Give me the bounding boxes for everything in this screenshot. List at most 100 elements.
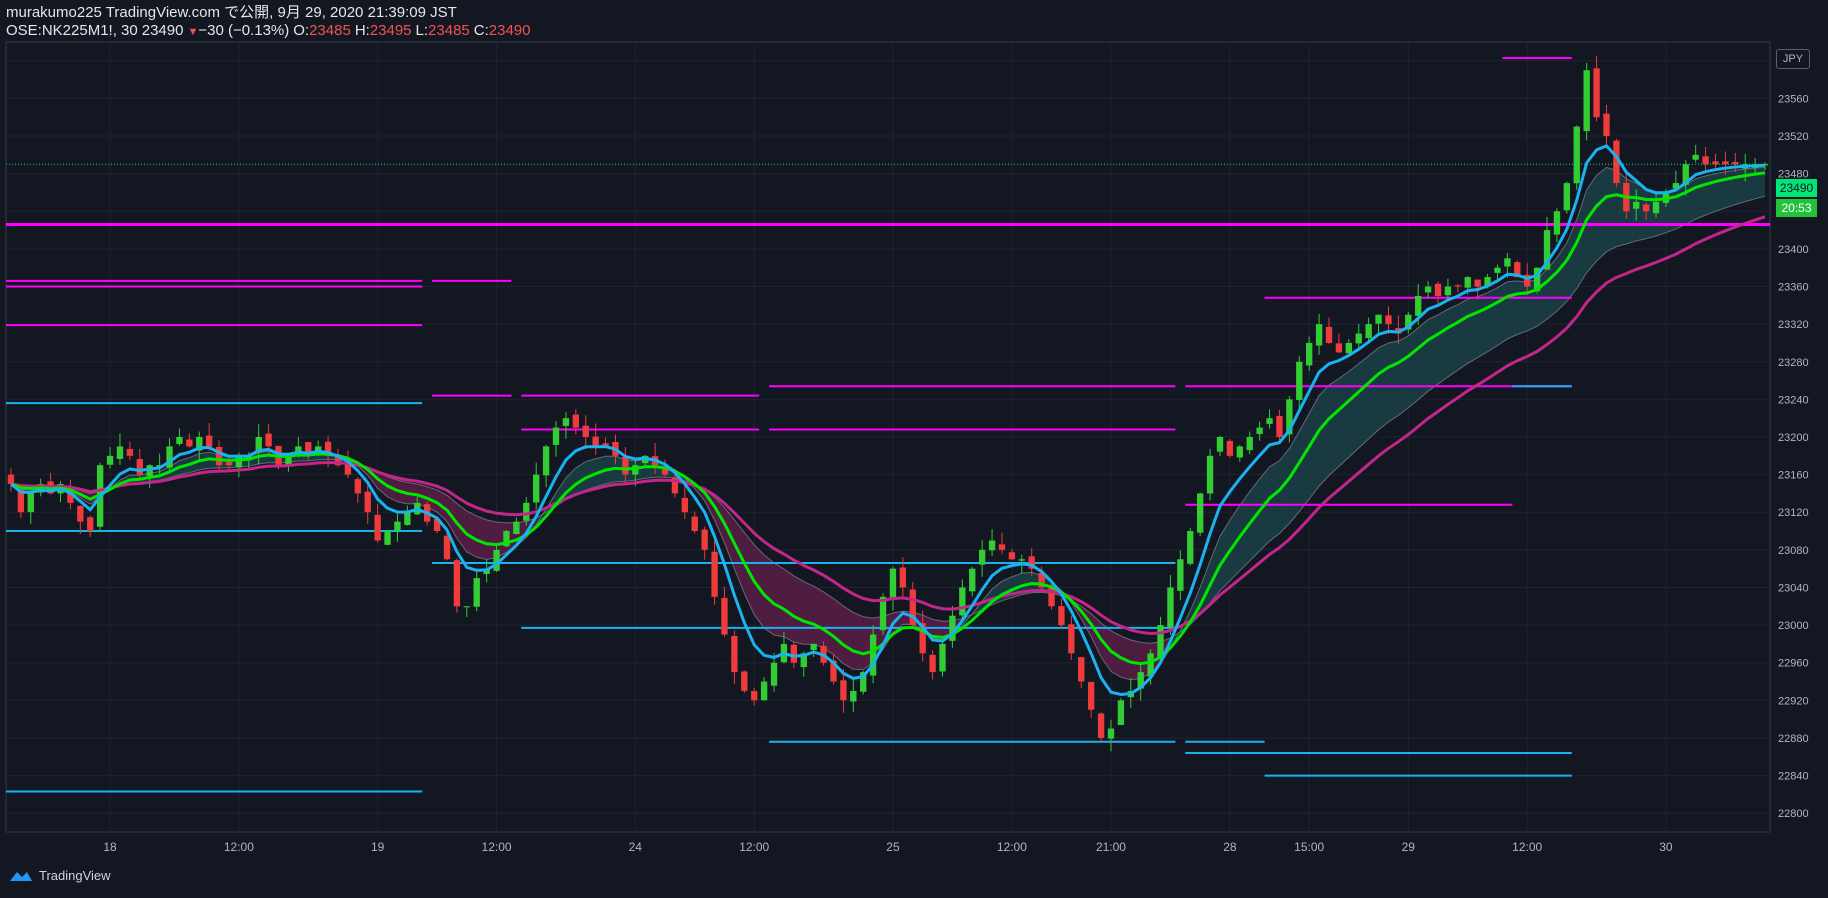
cloud-segment (1517, 280, 1528, 335)
down-arrow-icon: ▼ (187, 26, 199, 38)
candle-body (988, 540, 996, 551)
candle-body (1603, 113, 1610, 137)
cloud-segment (783, 568, 794, 642)
candle-body (1256, 427, 1263, 435)
candle-body (1187, 531, 1194, 564)
candle-body (513, 521, 520, 534)
y-tick-label: 22920 (1778, 695, 1809, 707)
candle-body (1524, 274, 1531, 287)
currency-badge[interactable]: JPY (1776, 49, 1810, 69)
x-tick-label: 12:00 (739, 840, 769, 854)
cloud-segment (476, 515, 487, 560)
candle-body (106, 455, 114, 465)
cloud-segment (1556, 242, 1567, 312)
candle-body (760, 681, 768, 701)
candle-body (453, 560, 461, 607)
candle-body (384, 531, 391, 545)
price-change: −30 (−0.13%) (198, 22, 290, 39)
candle-body (1335, 343, 1343, 353)
y-tick-label: 23280 (1778, 357, 1809, 369)
candle-body (285, 455, 292, 467)
candle-body (463, 606, 470, 608)
candle-body (542, 446, 550, 476)
cloud-segment (1428, 314, 1439, 392)
candle-body (364, 491, 371, 513)
candle-body (196, 437, 203, 451)
candle-body (1702, 156, 1709, 165)
footer-brand[interactable]: TradingView (8, 868, 111, 883)
candle-body (1642, 204, 1650, 212)
candle-body (433, 518, 441, 532)
candle-body (1008, 552, 1016, 560)
cloud-segment (1438, 309, 1448, 385)
y-tick-label: 23120 (1778, 507, 1809, 519)
cloud-segment (258, 451, 269, 464)
candle-body (186, 439, 193, 447)
candle-body (919, 623, 926, 654)
cloud-segment (803, 581, 814, 645)
cloud-segment (1329, 378, 1339, 476)
candle-body (830, 660, 837, 682)
cloud-segment (1636, 183, 1647, 241)
candle-body (1196, 493, 1204, 533)
y-tick-label: 22840 (1778, 771, 1809, 783)
cloud-segment (724, 507, 735, 569)
candle-body (1177, 559, 1184, 591)
candle-body (909, 589, 916, 626)
y-tick-label: 23480 (1778, 169, 1809, 181)
candle-body (1424, 286, 1432, 293)
candle-body (295, 446, 302, 455)
candle-body (1533, 267, 1541, 292)
candle-body (790, 644, 798, 663)
cloud-segment (1507, 280, 1518, 340)
candle-body (622, 456, 629, 475)
candle-body (1474, 279, 1481, 287)
cloud-segment (922, 615, 933, 639)
y-tick-label: 22960 (1778, 658, 1809, 670)
candle-body (1296, 361, 1303, 401)
candle-body (523, 502, 530, 521)
cloud-segment (1596, 167, 1607, 261)
candle-body (27, 493, 34, 513)
bar-countdown-tag: 20:53 (1776, 199, 1817, 217)
candle-body (701, 529, 708, 550)
candle-body (1167, 587, 1174, 627)
candle-body (1206, 455, 1214, 494)
candle-body (1087, 681, 1095, 710)
candle-body (671, 477, 679, 494)
candle-body (1722, 161, 1729, 165)
cloud-segment (1348, 363, 1359, 458)
symbol-label[interactable]: OSE:NK225M1!, 30 (6, 22, 138, 39)
x-tick-label: 18 (103, 840, 117, 854)
y-tick-label: 23360 (1778, 282, 1809, 294)
candle-body (1583, 70, 1590, 132)
candle-body (711, 551, 718, 597)
candle-body (1246, 437, 1253, 451)
candle-body (869, 634, 877, 676)
cloud-segment (1120, 635, 1131, 680)
ichimoku-cloud (10, 167, 1766, 680)
candle-body (731, 635, 738, 673)
candle-body (810, 643, 817, 651)
candle-body (582, 425, 589, 437)
candle-body (929, 654, 936, 673)
cloud-segment (793, 575, 804, 645)
candle-body (1315, 324, 1323, 346)
candle-body (116, 446, 124, 459)
candle-body (1434, 283, 1442, 296)
y-tick-label: 23240 (1778, 394, 1809, 406)
candle-body (225, 462, 233, 466)
cloud-segment (1388, 341, 1399, 422)
candle-body (1573, 126, 1580, 184)
candle-body (899, 567, 907, 588)
tradingview-logo-icon (10, 871, 32, 881)
x-tick-label: 29 (1402, 840, 1416, 854)
cloud-segment (764, 554, 775, 635)
cloud-segment (774, 562, 784, 637)
candle-body (1355, 333, 1362, 344)
cloud-segment (1091, 613, 1102, 658)
candle-body (1048, 587, 1055, 607)
cloud-segment (1299, 413, 1310, 512)
candle-body (443, 535, 451, 560)
